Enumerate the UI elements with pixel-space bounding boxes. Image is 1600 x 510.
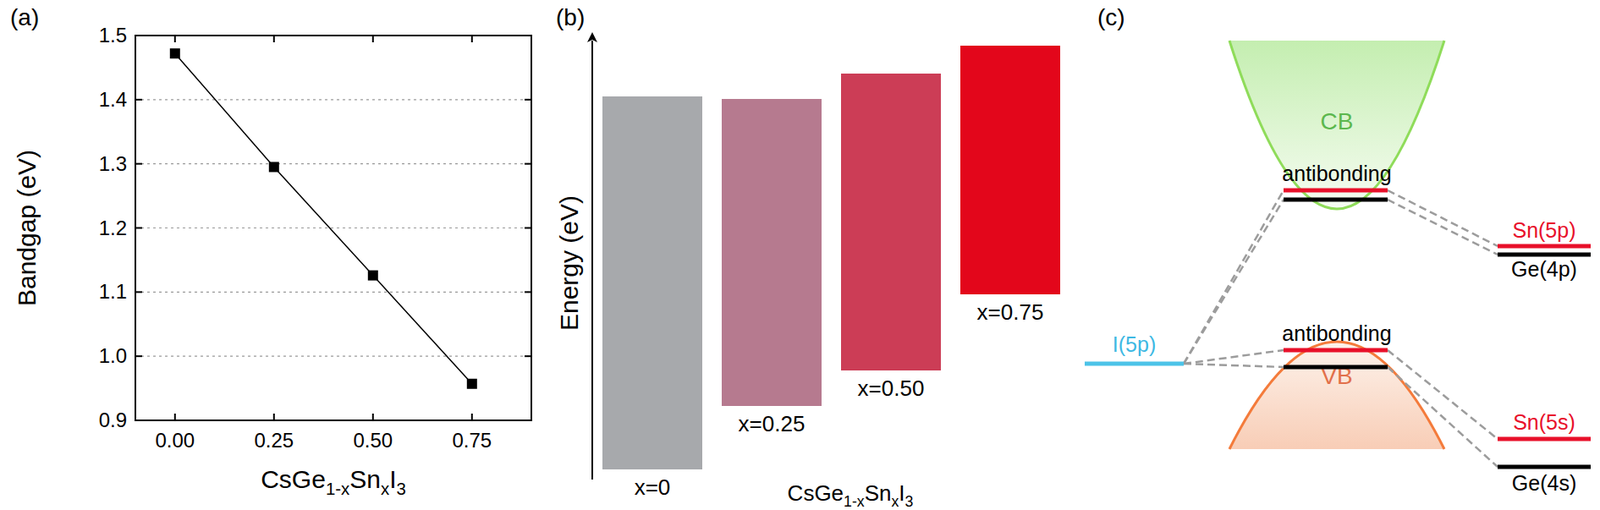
orbital-connector [1387, 190, 1498, 247]
iodine-level [1084, 362, 1184, 367]
ge-p-level [1497, 252, 1591, 258]
panel-b: (b) Energy (eV) x=0 x=0.25 x=0.50 x=0.75 CsGe1… [555, 4, 1061, 510]
y-tick [135, 163, 143, 165]
data-group [602, 45, 1061, 470]
x-tick [174, 413, 176, 421]
cb-label: CB [1320, 108, 1354, 135]
grid-line [135, 98, 532, 100]
x-axis-label: CsGe1-xSnxI3 [260, 465, 407, 499]
y-tick [524, 227, 532, 230]
band-bar [602, 96, 703, 470]
panel-label: (b) [555, 4, 585, 31]
x-tick [273, 413, 275, 421]
iodine-label: I(5p) [1112, 332, 1156, 357]
y-tick [135, 355, 143, 358]
y-tick-label: 1.1 [98, 280, 127, 303]
antibonding-level [1283, 188, 1388, 193]
band-bar [721, 98, 822, 407]
grid-line [135, 163, 532, 165]
x-tick-label: 0.75 [451, 428, 492, 452]
sn-s-level [1497, 437, 1591, 442]
band-bar [960, 45, 1061, 295]
panel-label: (c) [1097, 4, 1126, 31]
ge-s-label: Ge(4s) [1512, 471, 1577, 495]
data-marker [368, 270, 379, 281]
orbital-connector [1387, 367, 1498, 468]
energy-axis [591, 40, 594, 480]
orbital-connector [1183, 199, 1284, 364]
x-tick [372, 35, 374, 43]
category-label: x=0.50 [857, 375, 925, 402]
x-tick [471, 413, 473, 421]
y-tick [524, 98, 532, 101]
x-tick [471, 35, 473, 43]
orbital-connector [1183, 190, 1284, 364]
y-tick [135, 98, 143, 101]
y-tick [524, 291, 532, 293]
x-tick [273, 35, 275, 43]
data-group [170, 48, 478, 390]
grid-line [135, 356, 532, 358]
category-label: x=0 [634, 474, 671, 501]
category-label: x=0.75 [977, 299, 1045, 325]
category-label: x=0.25 [738, 411, 806, 437]
y-tick-label: 1.2 [98, 216, 127, 240]
grid-line [135, 227, 532, 229]
antibonding-level [1283, 197, 1388, 203]
y-tick-label: 1.4 [98, 87, 127, 111]
orbital-connector [1183, 350, 1284, 364]
valence-band [1229, 341, 1445, 450]
sn-s-label: Sn(5s) [1512, 410, 1576, 435]
valence-band-edge [1229, 341, 1445, 450]
x-tick-label: 0.00 [154, 428, 195, 452]
data-marker [170, 48, 181, 59]
data-marker [467, 379, 478, 390]
ge-s-level [1497, 465, 1591, 470]
ge-p-label: Ge(4p) [1511, 257, 1578, 281]
plot-frame [135, 35, 532, 421]
y-tick [135, 291, 143, 293]
x-tick [372, 413, 374, 421]
panel-label: (a) [10, 4, 39, 31]
band-bar [841, 73, 941, 371]
orbital-connector [1387, 350, 1498, 440]
y-tick-label: 1.5 [98, 23, 127, 47]
grid-line [135, 291, 532, 293]
panel-c: (c)CBVBantibondingantibondingI(5p)Sn(5p)… [1084, 4, 1591, 495]
antibonding-level [1283, 348, 1388, 353]
conduction-band [1229, 40, 1445, 209]
y-tick [524, 355, 532, 358]
figure: (a) 0.9 1.0 1.1 1.2 1.3 1.4 1.5 0.00 0.25 0.50 0.75… [0, 0, 1600, 510]
y-tick-label: 1.3 [98, 152, 127, 176]
y-tick-label: 1.0 [98, 344, 127, 368]
conduction-band-edge [1229, 40, 1445, 209]
y-axis-label: Bandgap (eV) [12, 149, 41, 307]
antibonding-label: antibonding [1281, 161, 1392, 186]
x-tick-label: 0.25 [253, 428, 294, 452]
x-axis-label: CsGe1-xSnxI3 [787, 480, 914, 510]
orbital-connector [1387, 199, 1498, 255]
y-tick [524, 163, 532, 165]
antibonding-label: antibonding [1281, 321, 1392, 346]
data-line [175, 53, 473, 385]
sn-p-label: Sn(5p) [1512, 218, 1576, 242]
antibonding-level [1283, 365, 1388, 370]
data-marker [269, 161, 280, 172]
y-tick [135, 227, 143, 230]
x-tick [174, 35, 176, 43]
y-tick-label: 0.9 [98, 408, 127, 432]
x-tick-label: 0.50 [352, 428, 393, 452]
sn-p-level [1497, 244, 1591, 249]
panel-a: (a) 0.9 1.0 1.1 1.2 1.3 1.4 1.5 0.00 0.25 0.50 0.75… [10, 4, 532, 499]
y-axis-label: Energy (eV) [555, 195, 583, 331]
orbital-connector [1183, 363, 1284, 368]
